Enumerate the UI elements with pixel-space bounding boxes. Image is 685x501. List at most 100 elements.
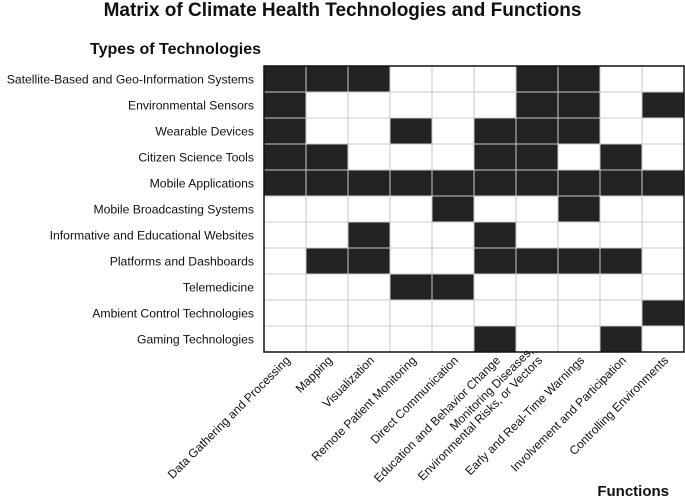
matrix-cell-r8-c2 [347,273,391,301]
row-label: Wearable Devices [155,125,254,139]
matrix-cell-r4-c5 [473,169,517,197]
row-label: Satellite-Based and Geo-Information Syst… [7,73,254,87]
matrix-cell-r3-c5 [473,143,517,171]
row-label: Telemedicine [183,281,254,295]
row-label: Mobile Broadcasting Systems [93,203,254,217]
matrix-cell-r9-c4 [431,299,475,327]
matrix-cell-r5-c5 [473,195,517,223]
matrix-cell-r1-c9 [641,91,685,119]
matrix-cell-r2-c9 [641,117,685,145]
matrix-cell-r4-c6 [515,169,559,197]
matrix-cell-r3-c0 [263,143,307,171]
matrix-cell-r7-c9 [641,247,685,275]
matrix-cell-r8-c8 [599,273,643,301]
matrix-cell-r2-c6 [515,117,559,145]
matrix-cell-r3-c6 [515,143,559,171]
matrix-cell-r8-c6 [515,273,559,301]
matrix-cell-r4-c3 [389,169,433,197]
matrix-cell-r0-c6 [515,65,559,93]
matrix-cell-r9-c7 [557,299,601,327]
matrix-cell-r1-c0 [263,91,307,119]
matrix-cell-r4-c7 [557,169,601,197]
matrix-cell-r1-c8 [599,91,643,119]
matrix-cell-r7-c6 [515,247,559,275]
matrix-cell-r8-c9 [641,273,685,301]
matrix-cell-r10-c7 [557,325,601,353]
matrix-cell-r6-c4 [431,221,475,249]
matrix-cell-r2-c4 [431,117,475,145]
matrix-cell-r6-c2 [347,221,391,249]
matrix-cell-r10-c9 [641,325,685,353]
matrix-cell-r1-c1 [305,91,349,119]
matrix-cell-r1-c7 [557,91,601,119]
matrix-cell-r3-c4 [431,143,475,171]
matrix-cell-r9-c3 [389,299,433,327]
matrix-cell-r6-c5 [473,221,517,249]
matrix-cell-r1-c6 [515,91,559,119]
matrix-cell-r2-c3 [389,117,433,145]
chart-title: Matrix of Climate Health Technologies an… [103,0,582,21]
matrix-cell-r0-c2 [347,65,391,93]
matrix-cell-r3-c3 [389,143,433,171]
matrix-cell-r5-c0 [263,195,307,223]
matrix-cell-r5-c1 [305,195,349,223]
matrix-cell-r9-c1 [305,299,349,327]
matrix-cell-r9-c8 [599,299,643,327]
matrix-cell-r8-c3 [389,273,433,301]
column-label: Mapping [293,353,335,395]
matrix-cell-r8-c4 [431,273,475,301]
matrix-cell-r8-c0 [263,273,307,301]
matrix-cell-r10-c3 [389,325,433,353]
matrix-cell-r6-c0 [263,221,307,249]
matrix-cell-r6-c3 [389,221,433,249]
matrix-cell-r4-c4 [431,169,475,197]
matrix-cell-r3-c2 [347,143,391,171]
columns-axis-heading: Functions [597,483,669,500]
matrix-cell-r1-c4 [431,91,475,119]
row-label: Environmental Sensors [128,99,254,113]
matrix-cell-r10-c2 [347,325,391,353]
matrix-cell-r0-c7 [557,65,601,93]
column-label: Data Gathering and Processing [165,353,293,481]
matrix-cell-r7-c3 [389,247,433,275]
matrix-cell-r9-c2 [347,299,391,327]
matrix-cell-r2-c1 [305,117,349,145]
row-label: Mobile Applications [150,177,254,191]
matrix-cell-r2-c7 [557,117,601,145]
matrix-cell-r0-c9 [641,65,685,93]
matrix-cell-r0-c8 [599,65,643,93]
matrix-cell-r5-c7 [557,195,601,223]
matrix-cell-r7-c7 [557,247,601,275]
row-label: Citizen Science Tools [138,151,254,165]
matrix-cell-r0-c1 [305,65,349,93]
row-label: Platforms and Dashboards [110,255,254,269]
matrix-cell-r7-c2 [347,247,391,275]
matrix-cell-r7-c5 [473,247,517,275]
matrix-cell-r2-c2 [347,117,391,145]
matrix-cell-r1-c2 [347,91,391,119]
row-label: Gaming Technologies [137,333,254,347]
matrix-cell-r6-c7 [557,221,601,249]
matrix-cell-r10-c1 [305,325,349,353]
matrix-cell-r1-c5 [473,91,517,119]
matrix-cell-r6-c8 [599,221,643,249]
row-label: Informative and Educational Websites [50,229,254,243]
matrix-cell-r9-c6 [515,299,559,327]
matrix-cell-r6-c9 [641,221,685,249]
matrix-cell-r9-c5 [473,299,517,327]
matrix-cell-r4-c9 [641,169,685,197]
matrix-cell-r1-c3 [389,91,433,119]
matrix-cell-r10-c0 [263,325,307,353]
matrix-cell-r8-c1 [305,273,349,301]
matrix-cell-r8-c7 [557,273,601,301]
matrix-cell-r7-c0 [263,247,307,275]
row-label: Ambient Control Technologies [92,307,254,321]
matrix-cell-r3-c1 [305,143,349,171]
matrix-cell-r0-c0 [263,65,307,93]
matrix-cell-r7-c8 [599,247,643,275]
matrix-cell-r0-c5 [473,65,517,93]
matrix-cell-r10-c8 [599,325,643,353]
matrix-cell-r6-c1 [305,221,349,249]
matrix-cell-r2-c8 [599,117,643,145]
